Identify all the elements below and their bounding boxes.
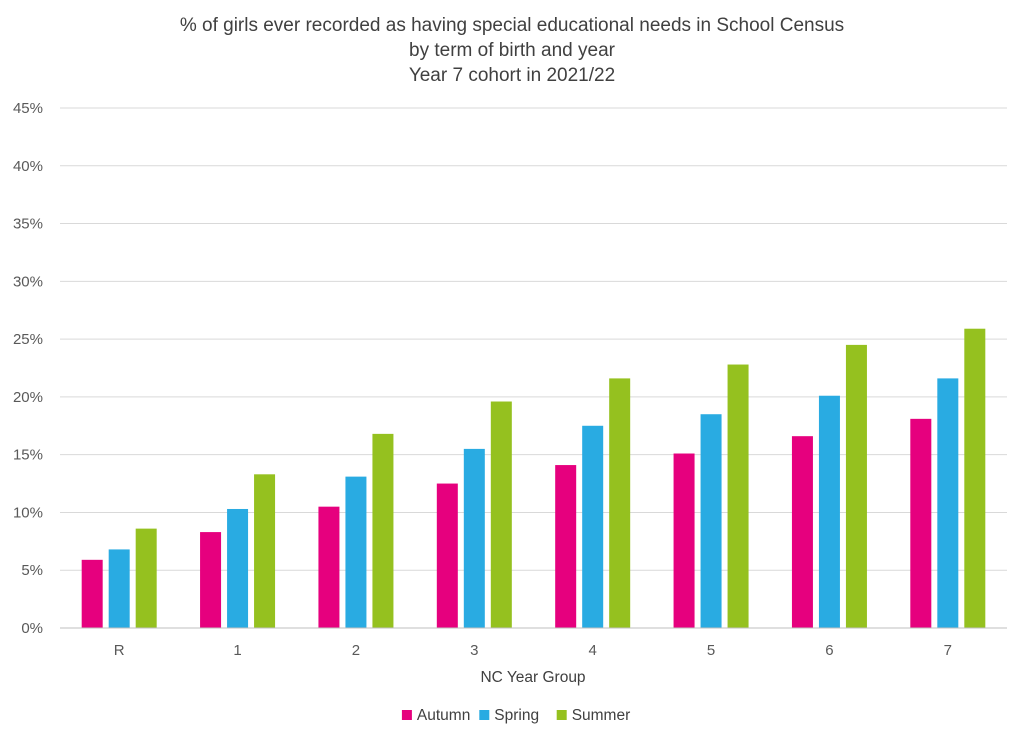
y-tick-label: 30% — [13, 273, 43, 290]
bar-autumn-5 — [673, 453, 695, 628]
x-tick-label: 2 — [352, 642, 360, 659]
y-tick-label: 35% — [13, 216, 43, 233]
bars — [81, 328, 986, 628]
x-tick-label: R — [114, 642, 125, 659]
bar-spring-2 — [345, 476, 367, 628]
bar-autumn-3 — [436, 483, 458, 628]
bar-autumn-r — [81, 559, 103, 628]
bar-summer-4 — [609, 378, 631, 628]
legend-label-spring: Spring — [494, 707, 539, 724]
bar-autumn-2 — [318, 506, 340, 628]
x-tick-label: 1 — [233, 642, 241, 659]
bar-summer-7 — [964, 328, 986, 628]
bar-spring-1 — [227, 508, 249, 628]
bar-summer-2 — [372, 433, 394, 628]
y-tick-label: 5% — [21, 562, 43, 579]
bar-autumn-6 — [791, 436, 813, 628]
legend-swatch-spring — [479, 710, 490, 720]
bar-spring-5 — [700, 414, 722, 628]
x-tick-label: 6 — [825, 642, 833, 659]
bar-spring-6 — [818, 395, 840, 628]
bar-summer-3 — [490, 401, 512, 628]
x-axis-ticks: R 1 2 3 4 5 6 7 — [114, 642, 952, 659]
x-tick-label: 7 — [944, 642, 952, 659]
bar-autumn-7 — [910, 418, 932, 628]
chart-title: % of girls ever recorded as having speci… — [180, 15, 844, 86]
y-tick-label: 20% — [13, 389, 43, 406]
x-tick-label: 5 — [707, 642, 715, 659]
bar-spring-4 — [582, 425, 604, 628]
bar-autumn-1 — [200, 532, 222, 628]
y-tick-label: 15% — [13, 447, 43, 464]
y-tick-label: 25% — [13, 331, 43, 348]
bar-summer-r — [135, 528, 157, 628]
legend-swatch-autumn — [401, 710, 412, 720]
bar-spring-r — [108, 549, 130, 628]
y-tick-label: 45% — [13, 100, 43, 117]
bar-spring-7 — [937, 378, 959, 628]
chart-title-line-3: Year 7 cohort in 2021/22 — [409, 65, 615, 86]
x-axis-label: NC Year Group — [480, 669, 585, 686]
bar-autumn-4 — [555, 465, 577, 628]
legend-swatch-summer — [556, 710, 567, 720]
bar-summer-6 — [845, 344, 867, 628]
x-tick-label: 3 — [470, 642, 478, 659]
bar-spring-3 — [463, 448, 485, 628]
y-tick-label: 0% — [21, 620, 43, 637]
legend-label-summer: Summer — [572, 707, 631, 724]
bar-summer-1 — [254, 474, 276, 628]
legend-label-autumn: Autumn — [417, 707, 470, 724]
y-axis-ticks: 0% 5% 10% 15% 20% 25% 30% 35% 40% 45% — [13, 100, 43, 637]
gridlines — [60, 107, 1007, 571]
bar-summer-5 — [727, 364, 749, 628]
y-tick-label: 40% — [13, 158, 43, 175]
y-tick-label: 10% — [13, 504, 43, 521]
chart-title-line-1: % of girls ever recorded as having speci… — [180, 15, 844, 36]
legend: Autumn Spring Summer — [401, 707, 631, 724]
x-tick-label: 4 — [589, 642, 597, 659]
chart-title-line-2: by term of birth and year — [409, 40, 616, 61]
